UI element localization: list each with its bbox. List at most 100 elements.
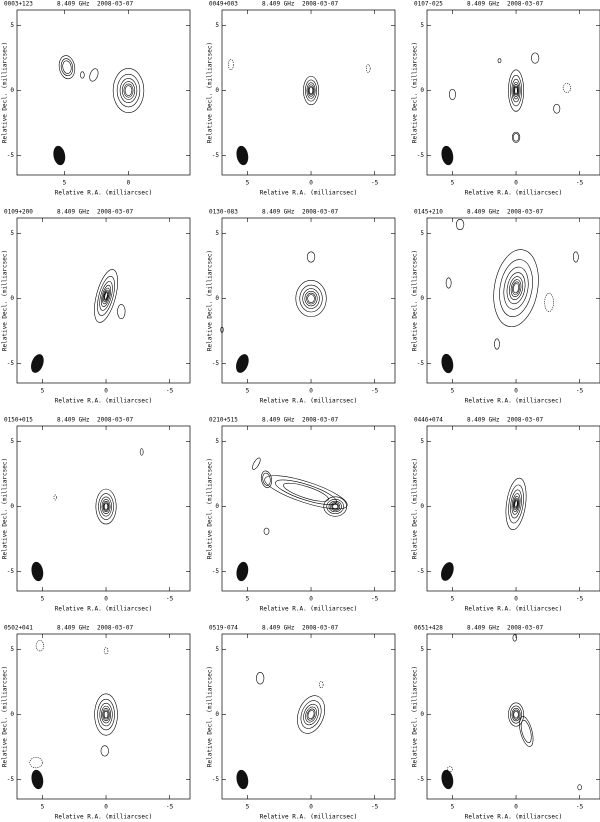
contour: [512, 81, 520, 100]
contour: [512, 709, 520, 720]
x-tick-label: -5: [576, 804, 584, 811]
panel: 0519-074 8.409 GHz 2008-03-07 5 0 -5 -5 0 5 Relat…: [207, 625, 396, 821]
panel-frequency: 8.409 GHz: [262, 209, 295, 216]
panel-title: 0150+015: [4, 417, 33, 424]
contour: [228, 59, 234, 71]
x-tick-label: 0: [514, 804, 518, 811]
panel-title: 0446+074: [414, 417, 443, 424]
contour: [139, 448, 144, 456]
x-tick-label: 5: [246, 388, 250, 395]
plot-frame: [426, 217, 600, 384]
y-tick-label: 5: [420, 646, 424, 653]
contour: [307, 84, 315, 97]
x-axis-label: Relative R.A. (milliarcsec): [465, 398, 563, 405]
x-tick-label: 0: [127, 180, 131, 187]
y-tick-label: 0: [215, 87, 219, 94]
contour: [510, 705, 522, 724]
panel: 0049+003 8.409 GHz 2008-03-07 5 0 -5 -5 0 5 Relat…: [207, 1, 396, 197]
panel-frequency: 8.409 GHz: [467, 1, 500, 8]
contour: [101, 499, 111, 514]
contour: [80, 71, 85, 79]
x-tick-label: -5: [371, 596, 379, 603]
plot-frame: [221, 425, 396, 592]
contour: [511, 493, 521, 515]
x-tick-label: 5: [246, 804, 250, 811]
contour: [509, 276, 524, 301]
y-tick-label: -5: [212, 360, 220, 367]
x-tick-label: -5: [166, 388, 174, 395]
panel-date: 2008-03-07: [97, 209, 134, 216]
contour: [303, 703, 319, 726]
x-axis-label: Relative R.A. (milliarcsec): [55, 190, 153, 197]
y-tick-label: -5: [7, 360, 15, 367]
contour: [100, 496, 112, 517]
y-tick-label: 5: [215, 438, 219, 445]
panel-title: 0651+428: [414, 625, 443, 632]
plot-frame: [426, 9, 600, 176]
panel-date: 2008-03-07: [507, 417, 544, 424]
y-tick-label: 5: [215, 230, 219, 237]
contour: [99, 281, 113, 311]
panel: 0150+015 8.409 GHz 2008-03-07 5 0 -5 -5 0 5 Relat…: [2, 417, 191, 613]
contour: [510, 74, 522, 107]
beam: [236, 354, 249, 373]
contour: [307, 294, 315, 303]
y-tick-label: 0: [215, 295, 219, 302]
y-tick-label: 5: [420, 230, 424, 237]
y-axis-label: Relative Decl. (milliarcsec): [2, 666, 9, 767]
x-axis-label: Relative R.A. (milliarcsec): [260, 190, 358, 197]
contour: [577, 784, 582, 791]
x-tick-label: 0: [309, 388, 313, 395]
contour: [519, 716, 534, 747]
x-axis-label: Relative R.A. (milliarcsec): [465, 190, 563, 197]
contour: [508, 702, 524, 727]
x-tick-label: 5: [41, 804, 45, 811]
contour: [510, 279, 522, 298]
x-tick-label: 0: [309, 596, 313, 603]
x-tick-label: 5: [451, 180, 455, 187]
x-axis-label: Relative R.A. (milliarcsec): [465, 814, 563, 821]
beam: [31, 354, 44, 373]
y-tick-label: 0: [420, 503, 424, 510]
contour: [506, 272, 526, 305]
y-tick-label: 5: [215, 646, 219, 653]
contour: [562, 83, 572, 93]
contour: [508, 484, 524, 524]
y-axis-label: Relative Decl. (milliarcsec): [412, 666, 419, 767]
beam: [31, 561, 44, 582]
x-tick-label: 0: [514, 388, 518, 395]
plot-frame: [221, 217, 396, 384]
contour: [511, 131, 521, 143]
plot-frame: [16, 217, 191, 384]
y-tick-label: -5: [7, 152, 15, 159]
contour: [497, 58, 502, 63]
contour: [252, 457, 261, 470]
panel: 0145+210 8.409 GHz 2008-03-07 5 0 -5 -5 0 5 Relat…: [412, 209, 600, 405]
x-axis-label: Relative R.A. (milliarcsec): [260, 606, 358, 613]
panel-frequency: 8.409 GHz: [57, 625, 90, 632]
x-tick-label: 5: [246, 180, 250, 187]
contour: [103, 291, 109, 301]
contour: [366, 64, 371, 73]
y-tick-label: -5: [417, 152, 425, 159]
panel-frequency: 8.409 GHz: [57, 209, 90, 216]
contour: [513, 283, 520, 294]
contour: [511, 78, 521, 103]
panel-date: 2008-03-07: [302, 209, 339, 216]
panel-date: 2008-03-07: [507, 625, 544, 632]
x-tick-label: 5: [451, 388, 455, 395]
contour: [94, 693, 118, 736]
contour: [101, 705, 111, 724]
contour: [512, 495, 520, 512]
contour: [303, 75, 319, 106]
panel: 0130-083 8.409 GHz 2008-03-07 5 0 -5 -5 0 5 Relat…: [207, 209, 396, 405]
contour: [103, 289, 109, 303]
y-tick-label: -5: [7, 776, 15, 783]
contour: [100, 745, 109, 757]
contour: [99, 702, 113, 727]
contour: [305, 706, 317, 723]
x-tick-label: -5: [371, 180, 379, 187]
contour: [447, 766, 453, 773]
x-tick-label: 5: [246, 596, 250, 603]
